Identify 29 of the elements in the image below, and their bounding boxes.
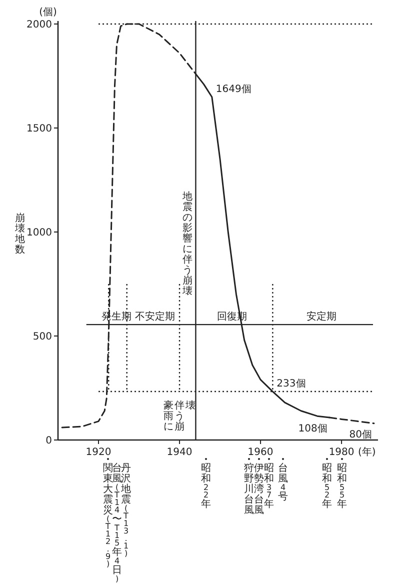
text: 伊勢湾台風 [254, 463, 264, 516]
text: 地震の影響に伴う崩壊 [182, 191, 193, 297]
text: (個) [39, 7, 57, 18]
y-tick-label: 0 [46, 436, 52, 446]
text: (年) [358, 446, 376, 458]
text: 昭和55年 [337, 463, 347, 510]
text: 台風(T14〜T15年4日) [112, 463, 122, 584]
text: 昭和22年 [201, 463, 211, 510]
y-tick-label: 1000 [26, 228, 52, 238]
y-tick-label: 500 [32, 332, 52, 342]
text: 狩野川台風 [244, 462, 254, 516]
text: 台風4号 [278, 462, 288, 502]
text: 昭和37年 [264, 463, 274, 510]
x-tick-label: 1980 [328, 447, 354, 458]
data-label: 108個 [298, 424, 328, 435]
y-tick-label: 2000 [26, 20, 52, 30]
x-tick-label: 1940 [166, 447, 192, 458]
annotation: 不安定期 [135, 310, 176, 323]
x-tick-label: 1960 [248, 447, 274, 458]
y-axis-title: 崩壊地数 [14, 212, 25, 256]
data-label: 1649個 [216, 84, 252, 96]
text: 関東大震災(T12.9) [103, 463, 113, 568]
text: 丹沢地震(T13.1) [121, 463, 131, 558]
data-label: 80個 [349, 429, 372, 440]
text: 昭和52年 [322, 463, 332, 510]
data-label: 233個 [276, 378, 306, 390]
x-tick-label: 1920 [86, 447, 112, 458]
annotation: 安定期 [306, 310, 336, 323]
y-tick-label: 1500 [26, 124, 52, 134]
